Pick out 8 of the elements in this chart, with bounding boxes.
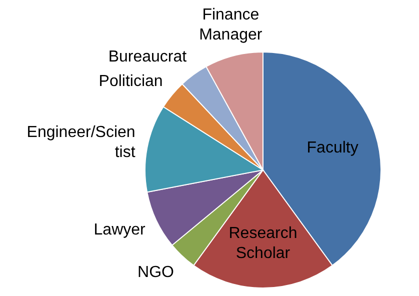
slice-label: Bureaucrat [108,48,188,66]
slice-label: Faculty [306,139,358,156]
slice-label: Politician [98,72,163,90]
slice-label: Research Scholar [228,225,298,262]
slice-label: Finance Manager [199,6,263,44]
slice-label: Lawyer [94,222,146,239]
slice-label: Engineer/Scientist [26,124,136,161]
slice-label: NGO [138,264,174,282]
